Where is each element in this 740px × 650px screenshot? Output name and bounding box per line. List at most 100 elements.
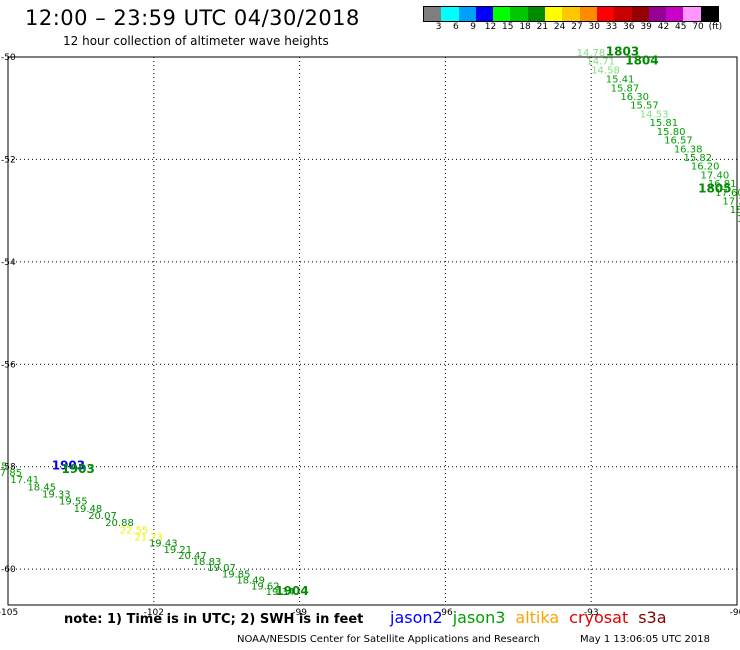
pass-number-label: 1803 [606,44,639,58]
wave-height-point: 15.41 [606,75,635,86]
colorbar-label: 45 [675,22,687,32]
colorbar-swatch [614,7,632,21]
colorbar-swatch [510,7,528,21]
colorbar-swatch [683,7,701,21]
wave-height-point: 19.48 [74,504,103,515]
wave-height-point: 15.82 [684,153,713,164]
pass-number-label: 1904 [275,584,308,598]
colorbar-label: 33 [605,22,618,32]
colorbar-swatch [545,7,563,21]
pass-number-label: 1903 [52,458,85,472]
wave-height-point: 18.56 [730,205,740,216]
colorbar-label: 6 [452,22,459,32]
colorbar-swatch [666,7,684,21]
colorbar-swatch [424,7,442,21]
wave-height-point: 20.47 [178,551,207,562]
wave-height-point: 17.85 [0,468,22,479]
colorbar-swatch [631,7,649,21]
wave-height-point: 15.80 [657,127,686,138]
colorbar-label: 36 [623,22,635,32]
wave-height-point: 16.20 [691,162,720,173]
wave-height-point: 21.73 [134,532,163,543]
satellite-legend-item: s3a [638,608,667,627]
colorbar-swatch [648,7,667,21]
satellite-legend-item: altika [515,608,560,627]
colorbar-swatch [475,7,494,21]
x-tick-label: -102 [144,608,164,618]
wave-height-point: 20.07 [88,511,117,522]
wave-height-point: 14.53 [640,109,669,120]
x-tick-label: -99 [292,608,307,618]
colorbar-swatch [493,7,511,21]
colorbar-swatch [527,7,546,21]
colorbar-label: 70 [692,22,704,32]
colorbar-swatch [441,7,459,21]
y-tick-label: -54 [1,258,16,268]
wave-height-point: 17.60 [715,188,740,199]
colorbar-label: 15 [502,22,514,32]
colorbar-swatch [579,7,597,21]
satellite-legend-item: jason2 [390,608,443,627]
wave-height-point: 18.07 [737,214,740,225]
x-tick-label: -105 [0,608,18,618]
satellite-legend: jason2 jason3 altika cryosat s3a [390,608,677,627]
y-tick-label: -52 [1,155,16,165]
satellite-legend-item: cryosat [569,608,629,627]
chart-subtitle: 12 hour collection of altimeter wave hei… [63,34,329,48]
colorbar-label: 39 [640,22,652,32]
colorbar-swatch [596,7,615,21]
x-tick-label: -96 [438,608,453,618]
generated-timestamp: May 1 13:06:05 UTC 2018 [580,634,710,645]
wave-height-point: 17.41 [10,475,39,486]
chart-title: 12:00 – 23:59 UTC 04/30/2018 [25,6,360,30]
wave-height-point: 19.62 [251,582,280,593]
colorbar-label: 18 [519,22,531,32]
wave-height-point: 19.85 [222,569,251,580]
wave-height-point: 19.33 [42,489,71,500]
pass-number-label: 1804 [625,54,658,68]
wave-height-point: 20.88 [105,518,134,529]
wave-height-point: 17.29 [722,196,740,207]
wave-height-point: 14.71 [586,57,615,68]
wave-height-point: 19.55 [59,497,88,508]
y-tick-label: -50 [1,53,16,63]
pass-number-label: 1903 [61,462,94,476]
colorbar-label: 3 [435,22,442,32]
wave-height-point: 18.45 [27,482,56,493]
wave-height-point: 19.43 [149,539,178,550]
wave-height-point: 16.81 [708,179,737,190]
colorbar-label: 24 [553,22,566,32]
pass-number-label: 1805 [698,182,731,196]
satellite-legend-item: jason3 [452,608,506,627]
wave-height-point: 19.21 [164,545,193,556]
colorbar-label: (ft) [708,22,723,32]
credit-line: NOAA/NESDIS Center for Satellite Applica… [237,634,540,645]
colorbar-label: 30 [588,22,600,32]
wave-height-point: 19.34 [266,587,295,598]
colorbar-label: 42 [657,22,670,32]
x-tick-label: -93 [584,608,599,618]
wave-height-point: 15.81 [650,118,679,129]
wave-height-point: 16.75 [0,461,7,472]
colorbar-label: 12 [484,22,497,32]
y-tick-label: -58 [1,463,16,473]
footnote: note: 1) Time is in UTC; 2) SWH is in fe… [64,612,364,627]
wave-height-point: 18.49 [236,575,265,586]
y-tick-label: -60 [1,565,16,575]
colorbar-swatch [700,7,719,21]
colorbar [423,6,720,22]
x-tick-label: -90 [730,608,740,618]
colorbar-label: 27 [571,22,583,32]
wave-height-point: 15.57 [630,101,659,112]
wave-height-point: 16.30 [620,92,649,103]
colorbar-swatch [458,7,476,21]
wave-height-point: 22.55 [120,525,149,536]
wave-height-point: 17.40 [701,170,730,181]
wave-height-point: 19.07 [207,563,236,574]
colorbar-label: 9 [470,22,477,32]
wave-height-point: 16.38 [674,144,703,155]
wave-height-point: 18.83 [193,557,222,568]
wave-height-point: 16.57 [664,136,693,147]
colorbar-label: 21 [536,22,549,32]
